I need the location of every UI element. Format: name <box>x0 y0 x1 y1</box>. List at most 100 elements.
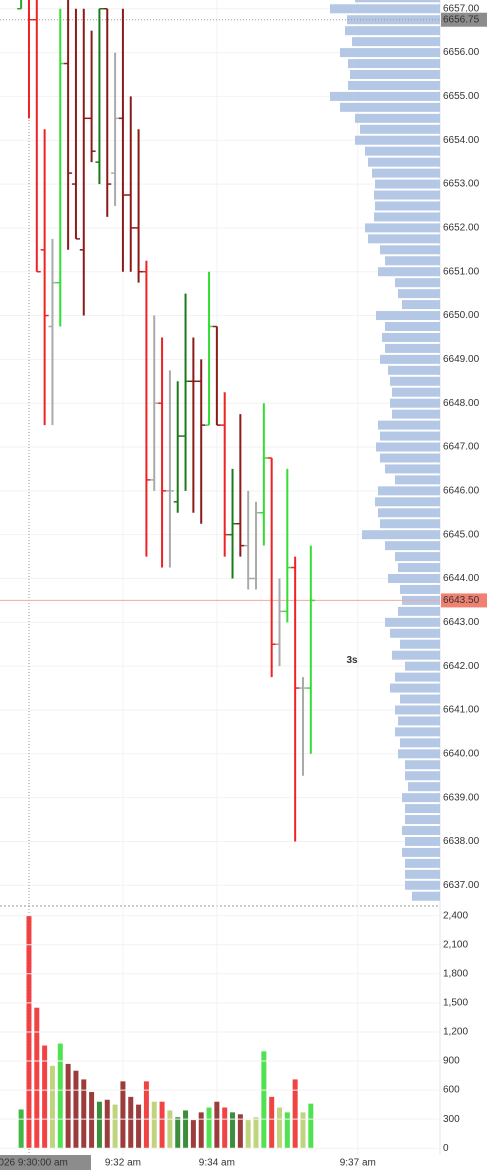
profile-bar <box>398 563 440 573</box>
profile-bar <box>385 343 440 353</box>
volume-bar <box>261 1051 267 1149</box>
profile-bar <box>375 179 440 189</box>
x-tick-label: 9:32 am <box>105 1158 141 1169</box>
volume-bar <box>245 1120 251 1149</box>
volume-bar <box>81 1079 87 1149</box>
profile-bar <box>395 727 440 737</box>
profile-bar <box>368 157 440 167</box>
profile-bar <box>395 475 440 485</box>
volume-bar <box>57 1043 63 1149</box>
profile-bar <box>365 146 440 156</box>
profile-bar <box>405 880 440 890</box>
profile-bar <box>388 365 440 375</box>
volume-bar <box>198 1112 204 1149</box>
volume-bar <box>18 1109 24 1149</box>
volume-bar <box>167 1110 173 1149</box>
profile-bar <box>360 124 440 134</box>
volume-bar <box>300 1112 306 1149</box>
profile-bar <box>402 825 440 835</box>
profile-bar <box>402 300 440 310</box>
profile-bar <box>395 552 440 562</box>
profile-bar <box>376 442 440 452</box>
profile-bar <box>400 738 440 748</box>
y-tick-label: 6654.00 <box>443 135 480 146</box>
profile-bar <box>385 464 440 474</box>
volume-bar <box>253 1117 259 1149</box>
volume-bar <box>277 1107 283 1149</box>
crosshair-price-label: 6656.75 <box>443 14 480 25</box>
volume-tick-label: 1,500 <box>443 998 468 1009</box>
y-tick-label: 6657.00 <box>443 3 480 14</box>
volume-tick-label: 600 <box>443 1085 460 1096</box>
profile-bar <box>390 628 440 638</box>
profile-bar <box>330 91 440 101</box>
profile-bar <box>362 530 440 540</box>
volume-bar <box>151 1101 157 1149</box>
profile-bar <box>395 705 440 715</box>
profile-bar <box>388 573 440 583</box>
volume-tick-label: 1,200 <box>443 1027 468 1038</box>
profile-bar <box>405 661 440 671</box>
x-tick-label: 9:37 am <box>340 1158 376 1169</box>
profile-bar <box>355 0 440 3</box>
countdown: 3s <box>346 655 358 666</box>
volume-bar <box>42 1045 48 1149</box>
profile-bar <box>352 37 440 47</box>
volume-bar <box>206 1107 212 1149</box>
volume-bar <box>175 1117 181 1149</box>
volume-bar <box>214 1101 220 1149</box>
volume-bar <box>73 1070 79 1149</box>
y-tick-label: 6651.00 <box>443 266 480 277</box>
volume-tick-label: 2,100 <box>443 939 468 950</box>
y-tick-label: 6645.00 <box>443 529 480 540</box>
profile-bar <box>392 387 440 397</box>
y-tick-label: 6643.00 <box>443 617 480 628</box>
volume-bar <box>65 1063 71 1149</box>
profile-bar <box>390 376 440 386</box>
profile-bar <box>398 716 440 726</box>
y-tick-label: 6641.00 <box>443 705 480 716</box>
profile-bar <box>385 541 440 551</box>
profile-bar <box>374 190 440 200</box>
profile-bar <box>392 650 440 660</box>
profile-bar <box>368 234 440 244</box>
profile-bar <box>380 245 440 255</box>
profile-bar <box>382 332 440 342</box>
profile-bar <box>340 102 440 112</box>
y-tick-label: 6644.00 <box>443 573 480 584</box>
crosshair-time-label: /2026 9:30:00 am <box>0 1158 68 1169</box>
volume-bar <box>230 1112 236 1149</box>
crosshair-price-box <box>441 12 487 27</box>
profile-bar <box>375 497 440 507</box>
profile-bar <box>385 322 440 332</box>
volume-bar <box>183 1110 189 1149</box>
last-price-box <box>441 593 487 608</box>
profile-bar <box>375 201 440 211</box>
volume-bar <box>34 1007 40 1149</box>
y-tick-label: 6639.00 <box>443 792 480 803</box>
profile-bar <box>378 508 440 518</box>
profile-bar <box>405 760 440 770</box>
volume-tick-label: 900 <box>443 1056 460 1067</box>
profile-bar <box>372 168 440 178</box>
y-tick-label: 6647.00 <box>443 442 480 453</box>
profile-bar <box>348 80 440 90</box>
profile-bar <box>330 4 440 14</box>
profile-bar <box>400 639 440 649</box>
profile-bar <box>405 804 440 814</box>
volume-tick-label: 0 <box>443 1143 449 1154</box>
profile-bar <box>380 431 440 441</box>
volume-bar <box>222 1107 228 1149</box>
volume-bar <box>96 1101 102 1149</box>
y-tick-label: 6637.00 <box>443 880 480 891</box>
volume-bar <box>292 1079 298 1149</box>
crosshair-time-box <box>0 1155 91 1170</box>
profile-bar <box>412 891 440 901</box>
profile-bar <box>408 782 440 792</box>
y-tick-label: 6649.00 <box>443 354 480 365</box>
profile-bar <box>395 278 440 288</box>
profile-bar <box>405 771 440 781</box>
profile-bar <box>405 836 440 846</box>
profile-bar <box>385 256 440 266</box>
